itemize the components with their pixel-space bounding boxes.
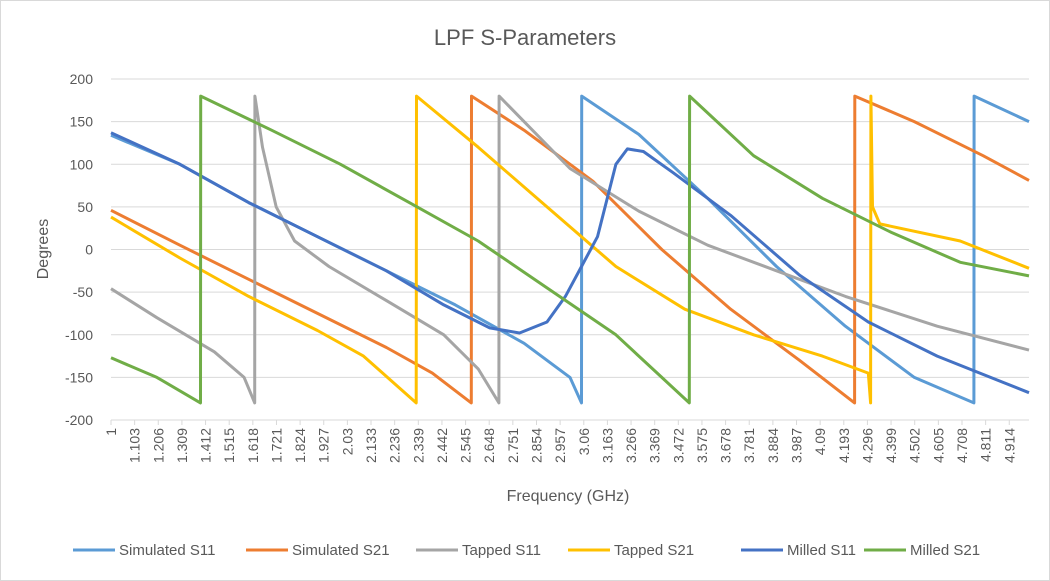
y-tick-label: 150 xyxy=(70,114,94,130)
x-tick-label: 2.339 xyxy=(410,428,426,463)
x-tick-label: 3.06 xyxy=(576,428,592,455)
x-tick-label: 1.103 xyxy=(127,428,143,463)
x-tick-label: 3.472 xyxy=(670,428,686,463)
x-tick-label: 2.957 xyxy=(552,428,568,463)
legend-label: Milled S11 xyxy=(787,542,856,559)
x-tick-label: 4.09 xyxy=(812,428,828,455)
y-tick-label: 100 xyxy=(70,156,94,172)
x-axis-title: Frequency (GHz) xyxy=(507,488,630,505)
x-tick-label: 4.296 xyxy=(859,428,875,463)
series-line-6 xyxy=(110,94,1030,405)
legend-label: Simulated S11 xyxy=(119,542,215,559)
x-tick-label: 3.575 xyxy=(694,428,710,463)
y-tick-label: -150 xyxy=(65,369,93,385)
legend-label: Simulated S21 xyxy=(292,542,390,559)
legend-label: Tapped S11 xyxy=(462,542,541,559)
gridlines xyxy=(110,78,1029,425)
x-tick-label: 3.266 xyxy=(623,428,639,463)
x-tick-label: 2.545 xyxy=(458,428,474,463)
x-tick-label: 1 xyxy=(103,428,119,436)
x-tick-label: 2.236 xyxy=(387,428,403,463)
x-tick-label: 4.193 xyxy=(836,428,852,463)
x-tick-label: 2.133 xyxy=(363,428,379,463)
x-tick-label: 3.369 xyxy=(647,428,663,463)
y-tick-label: 0 xyxy=(85,242,93,258)
x-tick-label: 1.824 xyxy=(292,428,308,463)
x-tick-label: 4.914 xyxy=(1001,428,1017,463)
x-tick-label: 3.781 xyxy=(741,428,757,463)
x-tick-label: 4.708 xyxy=(954,428,970,463)
y-tick-label: 200 xyxy=(70,71,94,87)
x-tick-label: 1.206 xyxy=(150,428,166,463)
x-tick-label: 4.811 xyxy=(978,428,994,462)
x-tick-label: 2.648 xyxy=(481,428,497,463)
x-tick-label: 3.884 xyxy=(765,428,781,463)
x-tick-label: 1.618 xyxy=(245,428,261,463)
x-tick-label: 4.502 xyxy=(907,428,923,463)
x-tick-labels: 1 1.103 1.206 1.309 1.412 1.515 1.618 1.721 1.82… xyxy=(103,428,1017,463)
y-tick-label: -100 xyxy=(65,327,93,343)
x-tick-label: 1.515 xyxy=(221,428,237,463)
x-tick-label: 1.412 xyxy=(198,428,214,463)
y-axis-title: Degrees xyxy=(35,219,52,279)
legend-label: Milled S21 xyxy=(910,542,980,559)
x-tick-label: 1.309 xyxy=(174,428,190,463)
series-lines xyxy=(110,94,1030,405)
chart-title: LPF S-Parameters xyxy=(434,25,616,50)
y-tick-label: 50 xyxy=(77,199,93,215)
x-tick-label: 2.03 xyxy=(339,428,355,455)
x-tick-label: 2.854 xyxy=(528,428,544,463)
legend-label: Tapped S21 xyxy=(614,542,694,559)
x-tick-label: 4.399 xyxy=(883,428,899,463)
y-tick-label: -200 xyxy=(65,412,93,428)
y-tick-labels: 200 150 100 50 0 -50 -100 -150 -200 xyxy=(65,71,93,428)
x-tick-label: 4.605 xyxy=(930,428,946,463)
x-tick-label: 1.927 xyxy=(316,428,332,463)
x-tick-label: 3.678 xyxy=(718,428,734,463)
x-tick-label: 1.721 xyxy=(268,428,284,463)
x-tick-label: 3.987 xyxy=(789,428,805,463)
legend: Simulated S11 Simulated S21 Tapped S11 Tapp… xyxy=(73,542,980,559)
x-tick-label: 3.163 xyxy=(599,428,615,463)
x-tick-label: 2.751 xyxy=(505,428,521,463)
x-tick-label: 2.442 xyxy=(434,428,450,463)
series-line-5 xyxy=(110,131,1030,395)
series-line-4 xyxy=(110,94,1030,405)
y-tick-label: -50 xyxy=(73,284,93,300)
